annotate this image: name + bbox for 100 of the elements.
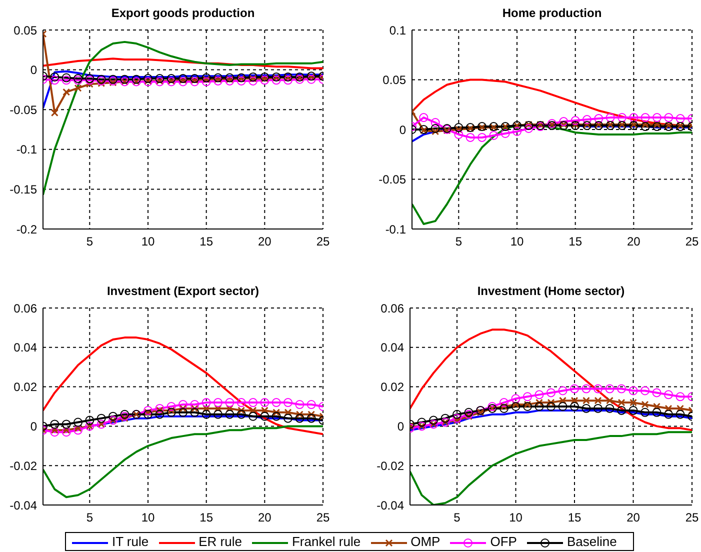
point — [202, 76, 210, 84]
point — [476, 408, 484, 416]
x-tick-label: 15 — [568, 510, 582, 525]
point — [62, 73, 71, 82]
point — [594, 404, 602, 413]
point — [214, 73, 222, 82]
point — [155, 74, 164, 84]
point — [202, 404, 210, 412]
point — [98, 80, 106, 88]
legend-label: Baseline — [566, 534, 617, 549]
point — [144, 408, 152, 416]
point — [306, 74, 316, 84]
point — [570, 396, 578, 404]
point — [295, 400, 304, 410]
point — [284, 76, 292, 85]
point — [85, 416, 94, 425]
point — [295, 74, 304, 84]
point — [559, 396, 566, 404]
y-tick-label: 0.04 — [14, 340, 38, 355]
point — [249, 406, 257, 414]
point — [676, 404, 684, 412]
point — [190, 404, 198, 412]
point — [214, 398, 222, 408]
point — [306, 414, 316, 423]
y-tick-label: 0.05 — [382, 73, 406, 88]
x-tick-label: 20 — [626, 234, 641, 249]
point — [523, 402, 532, 411]
chart-title: Home production — [501, 6, 603, 20]
point — [630, 398, 637, 406]
point — [605, 404, 614, 413]
y-tick-label: -0.02 — [376, 458, 404, 473]
point — [249, 74, 257, 82]
point — [132, 74, 141, 84]
line-series — [43, 40, 323, 196]
point — [74, 418, 82, 427]
point — [225, 410, 234, 419]
point — [202, 77, 211, 86]
point — [166, 402, 176, 411]
point — [454, 130, 464, 139]
point — [536, 398, 543, 406]
point — [50, 428, 60, 437]
x-tick-label: 20 — [258, 234, 272, 249]
y-tick-label: -0.02 — [10, 458, 38, 473]
chart-title: Export goods production — [110, 6, 256, 20]
y-tick-label: 0.04 — [380, 340, 404, 355]
point — [652, 122, 662, 132]
point — [605, 384, 614, 394]
point — [628, 386, 638, 396]
x-tick-label: 10 — [141, 234, 155, 249]
y-tick-label: 0 — [30, 63, 38, 78]
point — [452, 410, 462, 419]
point — [640, 408, 650, 417]
y-tick-label: 0 — [397, 419, 404, 434]
legend-label: Frankel rule — [292, 534, 361, 549]
point — [236, 76, 246, 86]
point — [512, 400, 520, 408]
point — [546, 388, 556, 398]
x-tick-label: 20 — [626, 510, 640, 525]
point — [260, 72, 270, 82]
point — [50, 109, 58, 117]
x-tick-label: 25 — [685, 234, 699, 249]
point — [236, 398, 246, 408]
point — [178, 408, 188, 417]
point — [144, 410, 152, 419]
point — [500, 404, 508, 413]
y-tick-label: 0 — [30, 419, 38, 434]
point — [500, 398, 508, 408]
point — [108, 412, 118, 421]
point — [260, 76, 270, 85]
point — [166, 74, 176, 84]
point — [236, 410, 246, 419]
point — [570, 402, 579, 411]
point — [617, 406, 626, 415]
y-tick-label: 0.1 — [389, 23, 406, 38]
point — [640, 122, 650, 132]
point — [74, 426, 82, 435]
point — [144, 74, 152, 84]
x-tick-label: 5 — [455, 234, 462, 249]
point — [50, 420, 60, 429]
legend-label: ER rule — [198, 534, 242, 549]
y-tick-label: -0.04 — [10, 498, 38, 512]
point — [652, 408, 662, 417]
point — [260, 398, 270, 408]
point — [214, 404, 222, 412]
point — [546, 402, 556, 411]
point — [202, 410, 211, 419]
point — [524, 400, 532, 408]
point — [430, 118, 440, 128]
y-tick-label: -0.2 — [16, 222, 38, 236]
point — [594, 384, 602, 394]
point — [511, 402, 520, 411]
x-tick-label: 5 — [86, 510, 94, 525]
point — [86, 80, 94, 88]
point — [120, 414, 128, 422]
point — [202, 73, 211, 82]
point — [489, 130, 498, 140]
line-series — [43, 70, 323, 110]
point — [248, 398, 258, 408]
point — [74, 424, 82, 432]
point — [260, 74, 268, 82]
